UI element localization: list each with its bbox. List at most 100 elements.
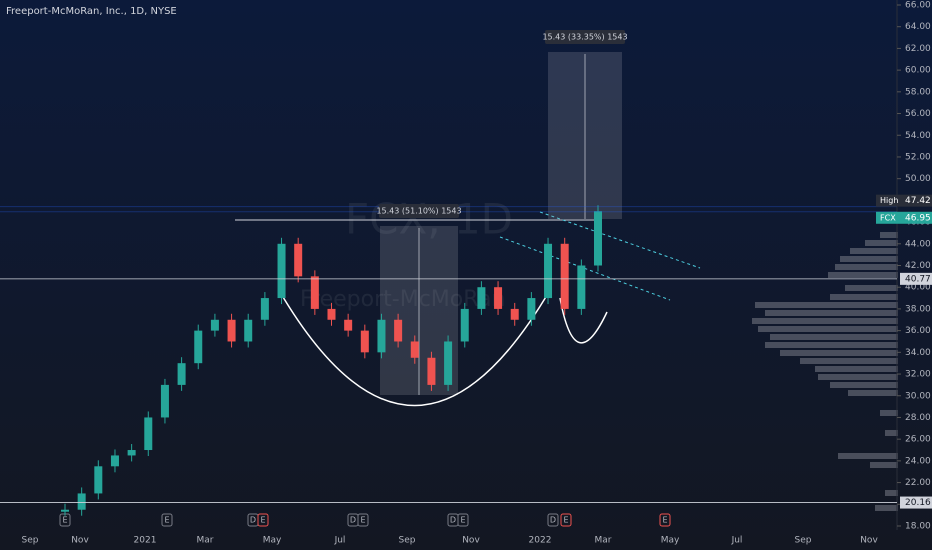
- y-tick-label: 28.00: [905, 413, 931, 423]
- x-tick-label: Mar: [197, 536, 214, 546]
- candle: [494, 287, 503, 309]
- y-tick-label: 56.00: [905, 109, 931, 119]
- event-marker: [457, 513, 469, 527]
- event-label: D: [350, 516, 356, 525]
- x-tick-label: 2021: [134, 536, 157, 546]
- event-marker: [560, 513, 572, 527]
- candle: [77, 493, 86, 510]
- y-tick-label: 26.00: [905, 435, 931, 445]
- candle: [510, 308, 519, 320]
- x-tick-label: Nov: [860, 536, 878, 546]
- candle: [127, 450, 136, 456]
- x-tick-label: Jul: [731, 536, 743, 546]
- event-label: D: [450, 516, 456, 525]
- event-label: E: [662, 516, 667, 525]
- cup-curve: [279, 289, 551, 407]
- price-value: 40.77: [905, 274, 931, 284]
- x-tick-label: May: [661, 536, 680, 546]
- candle: [344, 319, 353, 331]
- candle: [460, 308, 469, 342]
- candle: [94, 466, 103, 494]
- y-tick-label: 58.00: [905, 87, 931, 97]
- candle: [444, 341, 453, 385]
- event-label: E: [260, 516, 265, 525]
- price-tag: [876, 194, 900, 207]
- candle: [144, 417, 153, 451]
- price-tag: [900, 496, 932, 509]
- candle: [427, 357, 436, 385]
- candle: [294, 243, 303, 277]
- candle: [327, 308, 336, 320]
- candle: [527, 298, 536, 320]
- y-tick-label: 42.00: [905, 261, 931, 271]
- x-tick-label: Nov: [462, 536, 480, 546]
- candle: [177, 363, 186, 385]
- candle: [477, 287, 486, 309]
- event-label: E: [460, 516, 465, 525]
- candle: [227, 319, 236, 342]
- x-tick-label: Sep: [795, 536, 812, 546]
- event-label: E: [360, 516, 365, 525]
- candle: [110, 455, 119, 467]
- measure-label: 15.43 (33.35%) 1543: [542, 33, 627, 42]
- event-label: E: [563, 516, 568, 525]
- candle: [160, 384, 169, 418]
- measure-label: 15.43 (51.10%) 1543: [376, 207, 461, 216]
- price-tag: [900, 194, 932, 207]
- x-tick-label: Sep: [399, 536, 416, 546]
- y-tick-label: 18.00: [905, 522, 931, 532]
- event-marker: [257, 513, 269, 527]
- y-tick-label: 52.00: [905, 152, 931, 162]
- candle: [194, 330, 203, 364]
- candle: [61, 509, 69, 512]
- y-tick-label: 32.00: [905, 370, 931, 380]
- price-name: FCX: [880, 213, 896, 222]
- x-tick-label: Nov: [71, 536, 89, 546]
- x-tick-label: Mar: [595, 536, 612, 546]
- trend-line: [539, 211, 701, 269]
- price-tag: [876, 211, 900, 224]
- y-tick-label: 24.00: [905, 456, 931, 466]
- x-tick-label: May: [263, 536, 282, 546]
- candle: [394, 319, 403, 342]
- y-tick-label: 60.00: [905, 66, 931, 76]
- price-tag: [900, 272, 932, 285]
- y-tick-label: 54.00: [905, 131, 931, 141]
- event-marker: [659, 513, 671, 527]
- event-marker: [547, 513, 559, 527]
- candle: [560, 243, 569, 309]
- y-tick-label: 66.00: [905, 1, 931, 11]
- event-marker: [357, 513, 369, 527]
- watermark-symbol: FCX, 1D: [345, 195, 513, 244]
- candle: [377, 319, 386, 353]
- x-tick-label: Jul: [334, 536, 346, 546]
- candle: [260, 298, 269, 320]
- candle: [277, 243, 286, 299]
- measure-tag: [545, 30, 625, 44]
- candle: [594, 211, 602, 266]
- price-value: 46.95: [905, 213, 931, 223]
- candle: [310, 276, 319, 309]
- event-label: E: [164, 516, 169, 525]
- x-tick-label: Sep: [22, 536, 39, 546]
- y-tick-label: 22.00: [905, 478, 931, 488]
- y-tick-label: 50.00: [905, 174, 931, 184]
- candle: [410, 341, 419, 358]
- y-tick-label: 36.00: [905, 326, 931, 336]
- price-name: High: [880, 196, 898, 205]
- y-tick-label: 62.00: [905, 44, 931, 54]
- candle: [544, 243, 553, 299]
- y-tick-label: 38.00: [905, 304, 931, 314]
- title: Freeport-McMoRan, Inc., 1D, NYSE: [6, 6, 177, 17]
- event-label: E: [62, 516, 67, 525]
- y-tick-label: 44.00: [905, 239, 931, 249]
- candle: [577, 265, 586, 309]
- volume-profile: [752, 232, 898, 511]
- y-tick-label: 34.00: [905, 348, 931, 358]
- y-tick-label: 30.00: [905, 391, 931, 401]
- watermark-company: Freeport-McMoRan: [300, 287, 505, 312]
- candle: [244, 319, 253, 342]
- x-tick-label: 2022: [529, 536, 552, 546]
- handle-curve: [559, 297, 608, 344]
